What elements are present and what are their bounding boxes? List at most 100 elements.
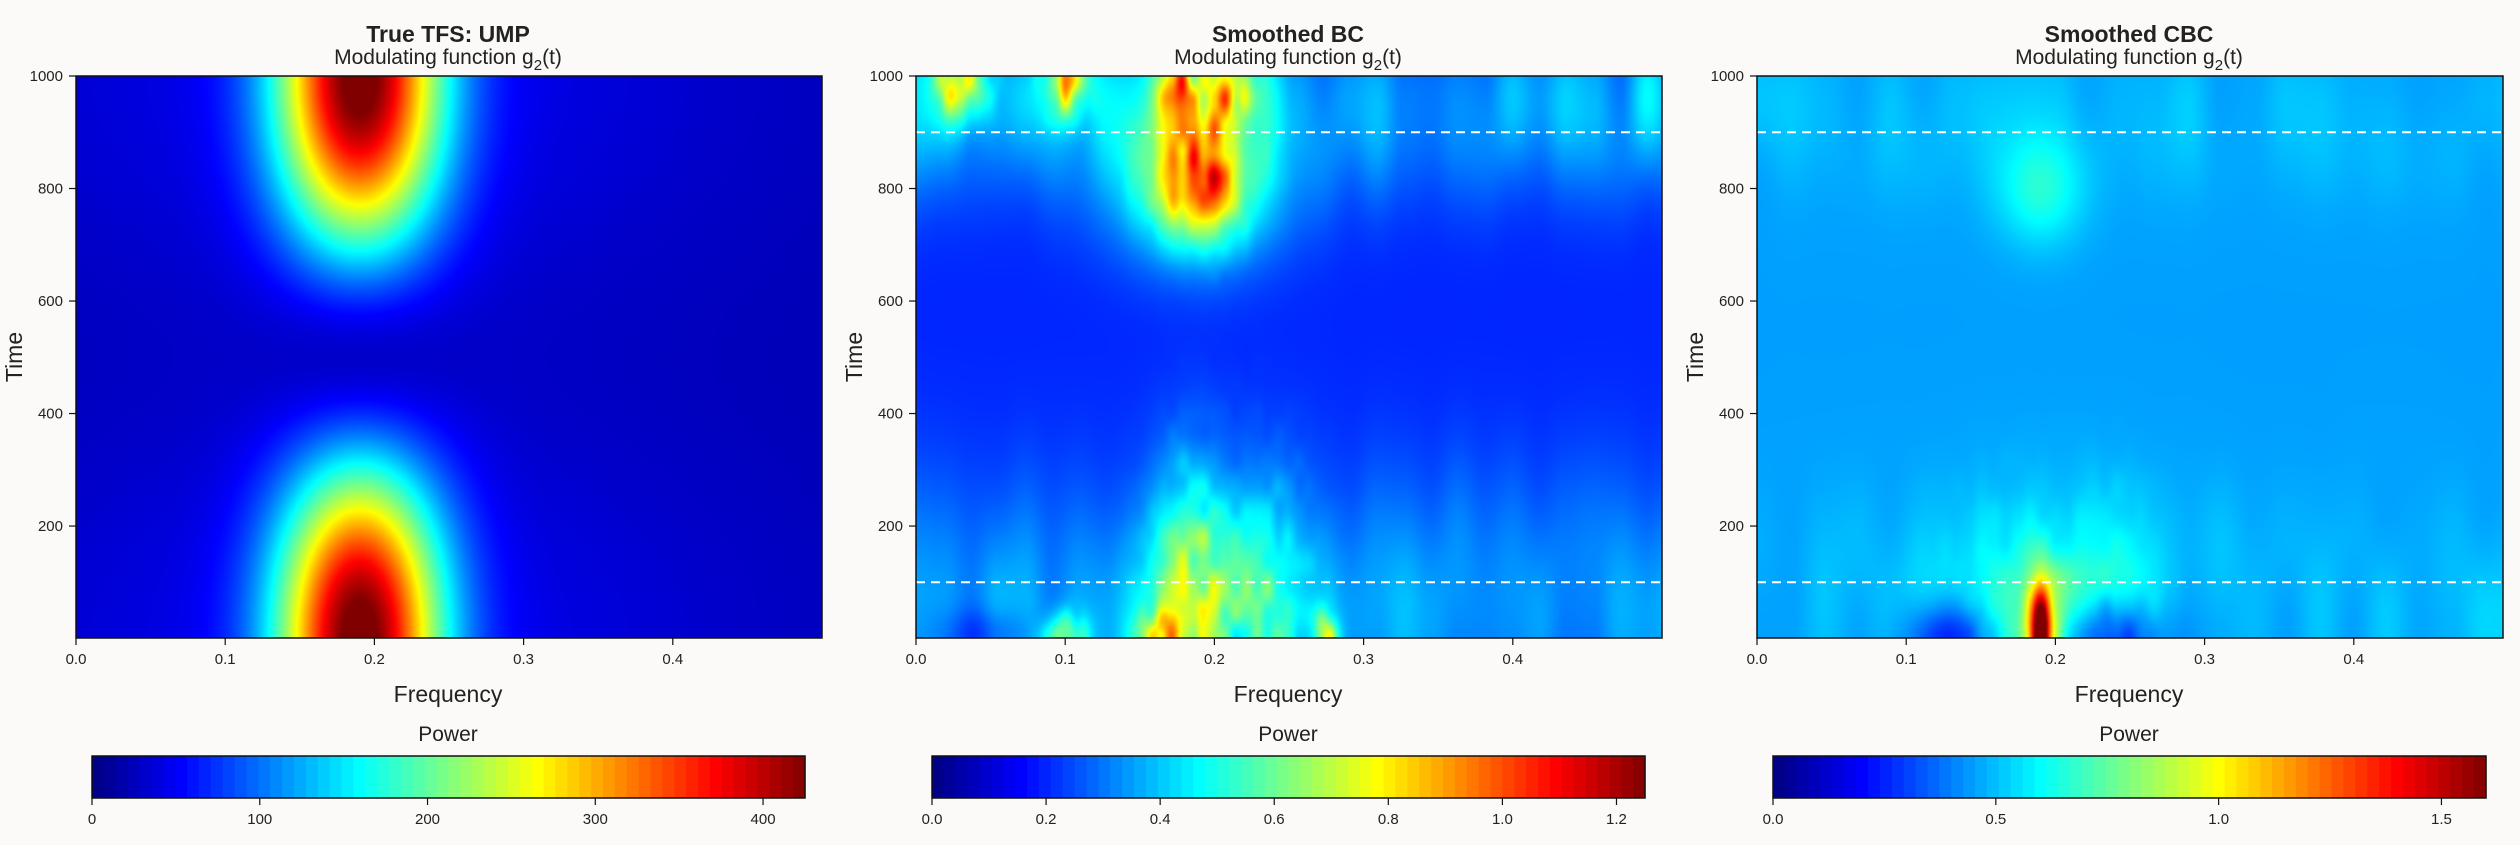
colorbar-swatch <box>1891 756 1905 798</box>
colorbar-swatch <box>1784 756 1798 798</box>
colorbar-swatch <box>1490 756 1503 798</box>
y-tick-label: 1000 <box>30 68 63 85</box>
colorbar-swatch <box>745 756 759 798</box>
colorbar-swatch <box>1609 756 1622 798</box>
colorbar-swatch <box>1621 756 1634 798</box>
colorbar-swatch <box>400 756 414 798</box>
plot-area: 0.0 0.1 0.2 0.3 0.4 200 400 600 800 1000 <box>1711 68 2504 668</box>
colorbar-swatch <box>1157 756 1171 798</box>
colorbar-swatch <box>1347 756 1361 798</box>
colorbar-swatch <box>1466 756 1480 798</box>
subtitle-main: Modulating function g <box>1174 46 1374 69</box>
colorbar-title: Power <box>2099 723 2159 746</box>
colorbar-swatch <box>1431 756 1444 798</box>
y-tick-label: 800 <box>878 181 903 198</box>
colorbar-swatch <box>1193 756 1206 798</box>
colorbar-swatch <box>2105 756 2119 798</box>
colorbar-swatch <box>2260 756 2273 798</box>
colorbar-swatch <box>1312 756 1325 798</box>
colorbar-swatch <box>781 756 794 798</box>
colorbar-swatch <box>698 756 711 798</box>
colorbar-swatch <box>2188 756 2202 798</box>
colorbar-swatch <box>1217 756 1230 798</box>
subtitle-subscript: 2 <box>2215 57 2223 74</box>
colorbar-swatch <box>1122 756 1135 798</box>
subtitle-tail: (t) <box>2223 46 2243 69</box>
colorbar-swatch <box>460 756 473 798</box>
x-axis-label: Frequency <box>1234 681 1343 707</box>
colorbar-swatch <box>2319 756 2333 798</box>
colorbar-swatch <box>686 756 699 798</box>
x-tick-label: 0.4 <box>1502 651 1523 668</box>
panel-true-tfs: True TFS: UMP Modulating function g2(t) … <box>1 21 823 828</box>
colorbar-swatch <box>353 756 366 798</box>
colorbar-swatch <box>305 756 319 798</box>
colorbar-tick-label: 1.0 <box>2208 811 2229 828</box>
y-tick-label: 600 <box>878 293 903 310</box>
colorbar-tick-label: 1.5 <box>2431 811 2452 828</box>
colorbar-swatch <box>614 756 628 798</box>
subtitle-main: Modulating function g <box>334 46 534 69</box>
x-tick-label: 0.0 <box>66 651 87 668</box>
colorbar-swatch <box>733 756 747 798</box>
colorbar-swatch <box>1963 756 1976 798</box>
colorbar-swatch <box>2129 756 2142 798</box>
colorbar-swatch <box>1383 756 1397 798</box>
plot-frame <box>915 75 1663 639</box>
colorbar-swatch <box>507 756 521 798</box>
colorbar-swatch <box>2343 756 2356 798</box>
panel-subtitle: Modulating function g2(t) <box>334 46 562 74</box>
colorbar-swatch <box>187 756 200 798</box>
plot-frame <box>75 75 823 639</box>
colorbar-swatch <box>258 756 271 798</box>
colorbar-tick-label: 0.0 <box>1763 811 1784 828</box>
subtitle-main: Modulating function g <box>2015 46 2215 69</box>
colorbar-swatch <box>2224 756 2238 798</box>
y-tick-label: 600 <box>38 293 63 310</box>
y-axis-label: Time <box>1 332 27 382</box>
colorbar-swatch <box>1868 756 1881 798</box>
colorbar-swatch <box>531 756 545 798</box>
heatmap-image <box>916 76 1662 638</box>
colorbar-tick-label: 1.2 <box>1606 811 1627 828</box>
colorbar-swatch <box>662 756 675 798</box>
colorbar-swatch <box>270 756 283 798</box>
colorbar-swatch <box>1205 756 1218 798</box>
colorbar-swatch <box>2426 756 2440 798</box>
colorbar-swatch <box>2450 756 2463 798</box>
colorbar-tick-label: 200 <box>415 811 440 828</box>
colorbar-swatch <box>1951 756 1964 798</box>
x-tick-label: 0.3 <box>2194 651 2215 668</box>
x-tick-label: 0.4 <box>2343 651 2364 668</box>
colorbar-swatch <box>1003 756 1016 798</box>
colorbar-swatch <box>1820 756 1834 798</box>
colorbar-swatch <box>1832 756 1845 798</box>
colorbar-swatch <box>1538 756 1551 798</box>
plot-area: 0.0 0.1 0.2 0.3 0.4 200 400 600 800 1000 <box>30 68 823 668</box>
y-tick-label: 600 <box>1719 293 1744 310</box>
colorbar-swatch <box>1585 756 1599 798</box>
colorbar-swatch <box>2153 756 2166 798</box>
colorbar-swatch <box>674 756 687 798</box>
colorbar-swatch <box>1324 756 1337 798</box>
colorbar-swatch <box>991 756 1004 798</box>
x-tick-label: 0.0 <box>1747 651 1768 668</box>
colorbar-swatch <box>1169 756 1183 798</box>
colorbar-swatch <box>2117 756 2131 798</box>
colorbar-swatch <box>2070 756 2083 798</box>
y-axis-label: Time <box>1682 332 1708 382</box>
colorbar-swatch <box>151 756 164 798</box>
colorbar-swatch <box>519 756 533 798</box>
colorbar-swatch <box>103 756 117 798</box>
x-axis-label: Frequency <box>394 681 503 707</box>
colorbar-swatch <box>1844 756 1857 798</box>
colorbar-swatch <box>638 756 652 798</box>
colorbar-swatch <box>1145 756 1159 798</box>
colorbar: 0 100 200 300 400 <box>88 755 806 828</box>
colorbar-frame <box>1772 755 2487 799</box>
colorbar-swatch <box>1110 756 1123 798</box>
colorbar-swatch <box>1502 756 1515 798</box>
colorbar-swatch <box>163 756 176 798</box>
x-tick-label: 0.1 <box>215 651 236 668</box>
